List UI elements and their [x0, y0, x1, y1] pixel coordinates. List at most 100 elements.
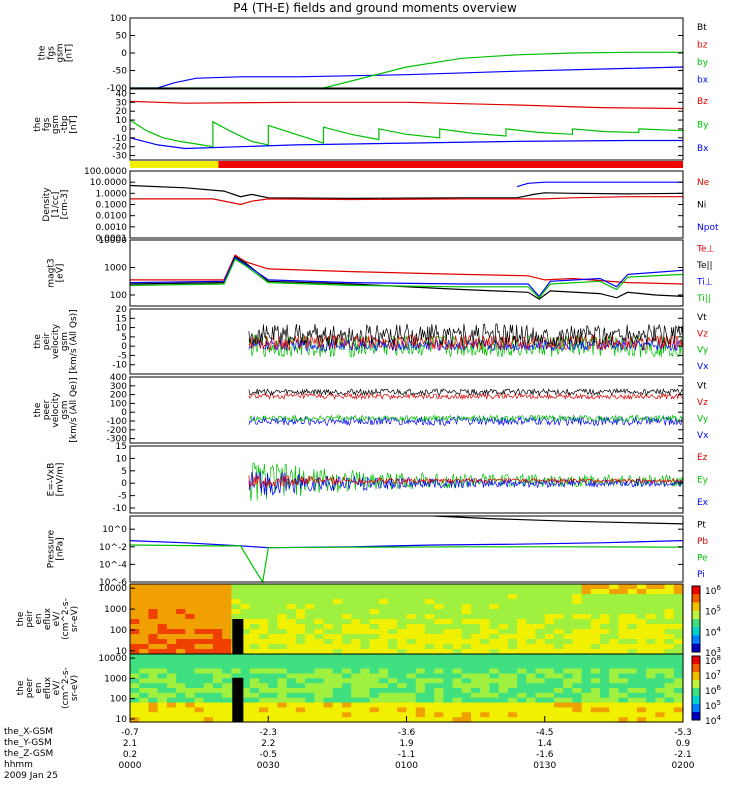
spec-cell: [360, 683, 371, 689]
spec-cell: [240, 702, 251, 709]
spec-cell: [295, 644, 306, 650]
spec-cell: [378, 614, 389, 620]
spec-cell: [507, 688, 518, 694]
spec-cell: [351, 673, 362, 679]
spec-cell: [673, 678, 684, 684]
spec-cell: [452, 702, 463, 709]
spec-cell: [185, 584, 196, 590]
spec-cell: [517, 697, 527, 704]
spec-cell: [314, 609, 325, 615]
spec-cell: [157, 619, 168, 625]
panel-temp: [129, 239, 684, 307]
spec-cell: [572, 609, 583, 615]
spec-cell: [636, 629, 647, 635]
spec-cell: [351, 644, 362, 650]
spec-cell: [240, 624, 251, 630]
spec-cell: [369, 692, 380, 699]
ytick-label-vpeir-1: 15: [116, 314, 127, 324]
spec-cell: [268, 668, 279, 675]
spec-cell: [341, 599, 352, 605]
spec-cell: [397, 619, 408, 625]
spec-cell: [323, 629, 334, 635]
spec-cell: [535, 644, 546, 650]
spec-cell: [498, 697, 509, 704]
spec-cell: [609, 717, 620, 723]
spec-cell: [471, 683, 481, 689]
spec-cell: [544, 599, 555, 605]
spec-ylabel-peer_en-1: peer: [25, 677, 35, 698]
spec-cell: [563, 678, 573, 684]
spec-cell: [231, 668, 242, 675]
spec-cell: [341, 663, 352, 670]
spec-cell: [212, 683, 223, 689]
spec-cell: [507, 678, 518, 684]
spec-cell: [259, 678, 269, 684]
spec-cell: [194, 629, 205, 635]
spec-cell: [378, 712, 389, 718]
spec-cell: [259, 692, 269, 699]
spec-cell: [452, 707, 463, 713]
spec-cell: [166, 692, 177, 699]
colorbar-label-peer_en-2: 106: [705, 684, 721, 697]
spec-cell: [176, 712, 186, 718]
spec-cell: [609, 604, 620, 610]
spec-cell: [600, 634, 610, 640]
spec-cell: [517, 678, 527, 684]
spec-cell: [507, 594, 518, 600]
spec-cell: [369, 604, 380, 610]
spec-cell: [489, 654, 500, 660]
spec-cell: [259, 634, 269, 640]
spec-cell: [590, 654, 601, 660]
spec-cell: [406, 644, 417, 650]
spec-cell: [148, 673, 159, 679]
ylabel-fgl-4: [nT]: [69, 115, 79, 133]
spec-cell: [544, 594, 555, 600]
spec-cell: [139, 649, 150, 655]
series-line-dens-2: [516, 181, 683, 188]
spec-cell: [664, 599, 675, 605]
spec-cell: [526, 594, 537, 600]
spec-cell: [139, 594, 150, 600]
spec-cell: [646, 634, 656, 640]
spec-cell: [148, 702, 159, 709]
spec-cell: [360, 644, 371, 650]
spec-cell: [581, 654, 592, 660]
spec-cell: [185, 629, 196, 635]
spec-cell: [553, 683, 564, 689]
spec-cell: [148, 619, 159, 625]
spec-cell: [397, 634, 408, 640]
spec-cell: [480, 712, 491, 718]
spec-cell: [130, 634, 140, 640]
spec-cell: [664, 688, 675, 694]
spec-cell: [351, 614, 362, 620]
spec-cell: [277, 668, 288, 675]
spec-cell: [240, 688, 251, 694]
spec-cell: [185, 619, 196, 625]
spec-cell: [553, 619, 564, 625]
legend-fgl-0: Bz: [697, 97, 708, 107]
spec-cell: [452, 584, 463, 590]
spec-cell: [176, 599, 186, 605]
ytick-label-dens-3: 0.1000: [96, 201, 128, 211]
spec-cell: [443, 673, 454, 679]
spec-cell: [286, 644, 297, 650]
spec-cell: [517, 649, 527, 655]
spec-cell: [535, 654, 546, 660]
spec-cell: [222, 624, 232, 630]
spec-cell: [406, 589, 417, 595]
spec-cell: [222, 584, 232, 590]
spec-cell: [341, 712, 352, 718]
spec-cell: [471, 629, 481, 635]
spec-cell: [378, 599, 389, 605]
spec-cell: [664, 589, 675, 595]
spec-cell: [314, 634, 325, 640]
spec-cell: [415, 594, 426, 600]
spec-cell: [139, 688, 150, 694]
spec-cell: [581, 589, 592, 595]
spec-cell: [203, 688, 214, 694]
spec-cell: [618, 614, 629, 620]
spec-cell: [341, 668, 352, 675]
spec-cell: [517, 712, 527, 718]
series-noise-vpeir-0: [248, 333, 684, 358]
spec-cell: [452, 594, 463, 600]
